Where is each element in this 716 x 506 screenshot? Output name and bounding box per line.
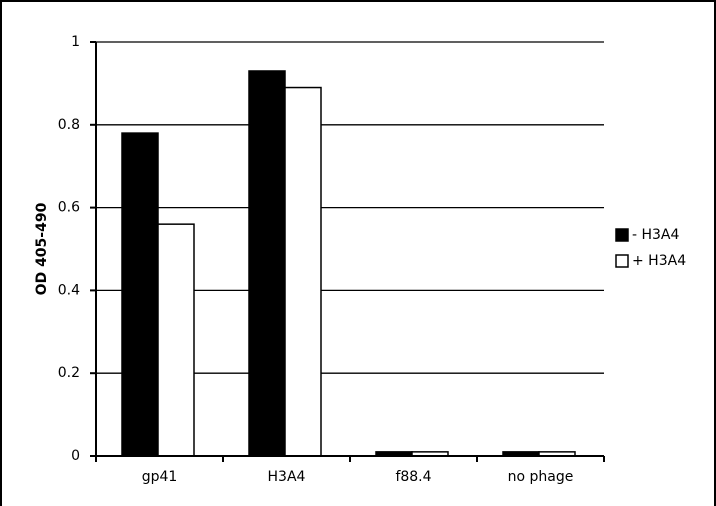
legend-swatch (615, 254, 629, 268)
y-axis-title: OD 405-490 (34, 202, 50, 295)
bars (121, 70, 576, 457)
legend-swatch (615, 228, 629, 242)
x-tick-label: f88.4 (395, 469, 431, 485)
y-tick-label: 0.6 (58, 200, 80, 216)
y-tick-label: 0.4 (58, 282, 80, 298)
y-tick-label: 0.8 (58, 117, 80, 133)
bar-plus-h3a4 (157, 223, 195, 457)
bar-minus-h3a4 (121, 132, 159, 457)
y-ticks: 0 0.2 0.4 0.6 0.8 1 (58, 34, 96, 464)
x-tick-label: gp41 (142, 469, 178, 485)
bar-plus-h3a4 (284, 86, 322, 457)
x-tick-label: no phage (508, 469, 574, 485)
x-ticks: gp41 H3A4 f88.4 no phage (95, 456, 605, 485)
legend: - H3A4 + H3A4 (615, 227, 686, 269)
legend-label: + H3A4 (632, 253, 686, 269)
y-tick-label: 0.2 (58, 365, 80, 381)
y-tick-label: 1 (71, 34, 80, 50)
legend-label: - H3A4 (632, 227, 680, 243)
bar-minus-h3a4 (248, 70, 286, 457)
x-tick-label: H3A4 (268, 469, 306, 485)
y-tick-label: 0 (71, 448, 80, 464)
